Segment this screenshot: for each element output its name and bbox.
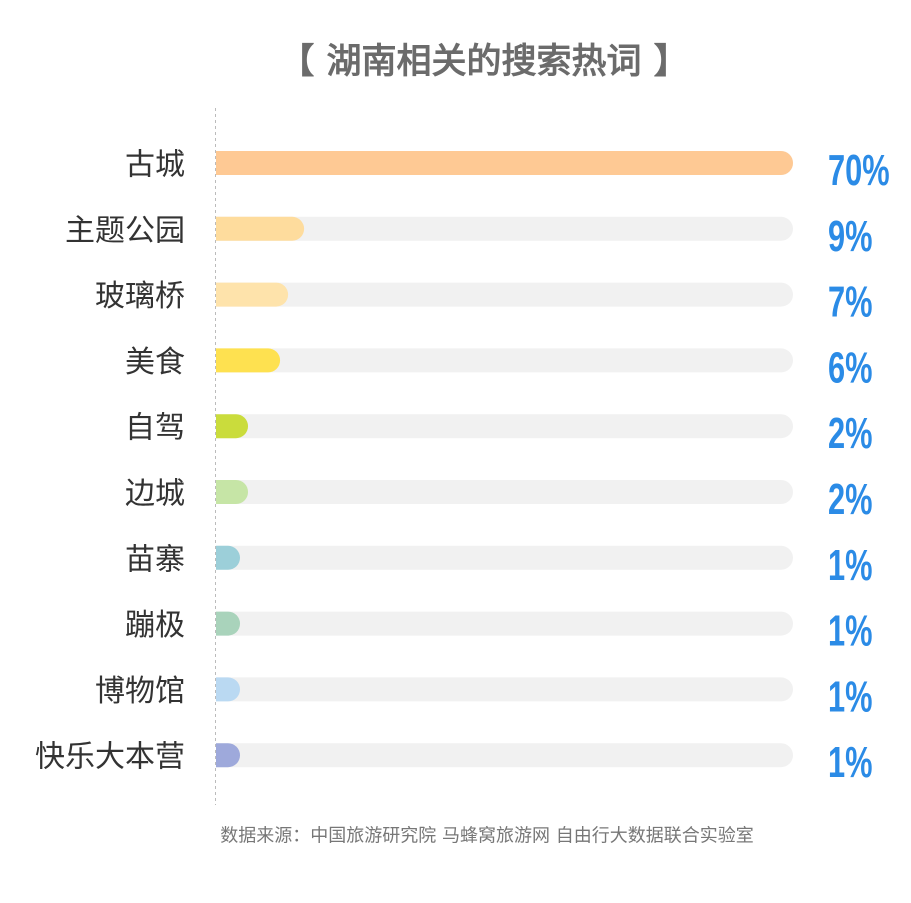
value-label-group: 1% <box>828 673 873 722</box>
category-label: 美食 <box>125 345 185 380</box>
value-label-group: 6% <box>828 344 873 393</box>
bar <box>216 743 241 768</box>
value-label: 1% <box>828 542 873 591</box>
bar-track <box>216 743 793 768</box>
value-label: 2% <box>828 476 873 525</box>
value-label-group: 2% <box>828 476 873 525</box>
bar-track <box>216 414 793 439</box>
bar-row: 苗寨 1% <box>125 542 873 591</box>
bar <box>216 414 249 439</box>
source-note: 数据来源：中国旅游研究院 马蜂窝旅游网 自由行大数据联合实验室 <box>220 826 753 847</box>
category-label: 博物馆 <box>95 674 185 709</box>
category-label: 古城 <box>125 148 185 183</box>
value-label: 1% <box>828 673 873 722</box>
bar <box>216 151 793 175</box>
value-label-group: 7% <box>828 278 873 327</box>
bar-row: 博物馆 1% <box>95 673 873 722</box>
category-label: 快乐大本营 <box>35 740 185 775</box>
bar-row: 主题公园 9% <box>65 213 873 262</box>
value-label-group: 1% <box>828 607 873 656</box>
category-label: 苗寨 <box>125 542 185 577</box>
value-label: 1% <box>828 739 873 788</box>
bar-row: 快乐大本营 1% <box>35 739 873 788</box>
value-label: 70% <box>828 147 890 196</box>
bar-row: 边城 2% <box>125 476 873 525</box>
value-label-group: 70% <box>828 147 890 196</box>
category-label: 玻璃桥 <box>95 279 185 314</box>
bar-row: 自驾 2% <box>125 410 873 459</box>
bar-track <box>216 545 793 570</box>
bar-row: 美食 6% <box>125 344 873 393</box>
bar <box>216 282 289 307</box>
category-label: 主题公园 <box>65 213 185 248</box>
category-label: 边城 <box>125 477 185 512</box>
value-label: 6% <box>828 344 873 393</box>
bar-row: 古城 70% <box>125 147 890 196</box>
bar-track <box>216 216 793 241</box>
category-label: 蹦极 <box>125 608 185 643</box>
bar-track <box>216 282 793 307</box>
bar <box>216 216 305 241</box>
chart-title: 【 湖南相关的搜索热词 】 <box>279 42 688 82</box>
bar-row: 玻璃桥 7% <box>95 278 873 327</box>
value-label: 9% <box>828 213 873 262</box>
bar <box>216 545 241 570</box>
value-label-group: 1% <box>828 542 873 591</box>
bar-track <box>216 480 793 504</box>
value-label: 7% <box>828 278 873 327</box>
value-label-group: 2% <box>828 410 873 459</box>
bar <box>216 611 241 636</box>
bar-rows: 古城 70% 主题公园 9% 玻璃桥 7% 美食 6% 自驾 2% 边城 2% 苗寨 1% 蹦极 1% 博物馆 1… <box>35 147 890 788</box>
value-label-group: 9% <box>828 213 873 262</box>
bar-row: 蹦极 1% <box>125 607 873 656</box>
bar <box>216 677 241 702</box>
category-label: 自驾 <box>125 411 185 446</box>
value-label: 2% <box>828 410 873 459</box>
bar <box>216 348 281 373</box>
bar-track <box>216 611 793 636</box>
bar-track <box>216 348 793 373</box>
bar-track <box>216 677 793 702</box>
bar <box>216 480 249 504</box>
value-label-group: 1% <box>828 739 873 788</box>
value-label: 1% <box>828 607 873 656</box>
